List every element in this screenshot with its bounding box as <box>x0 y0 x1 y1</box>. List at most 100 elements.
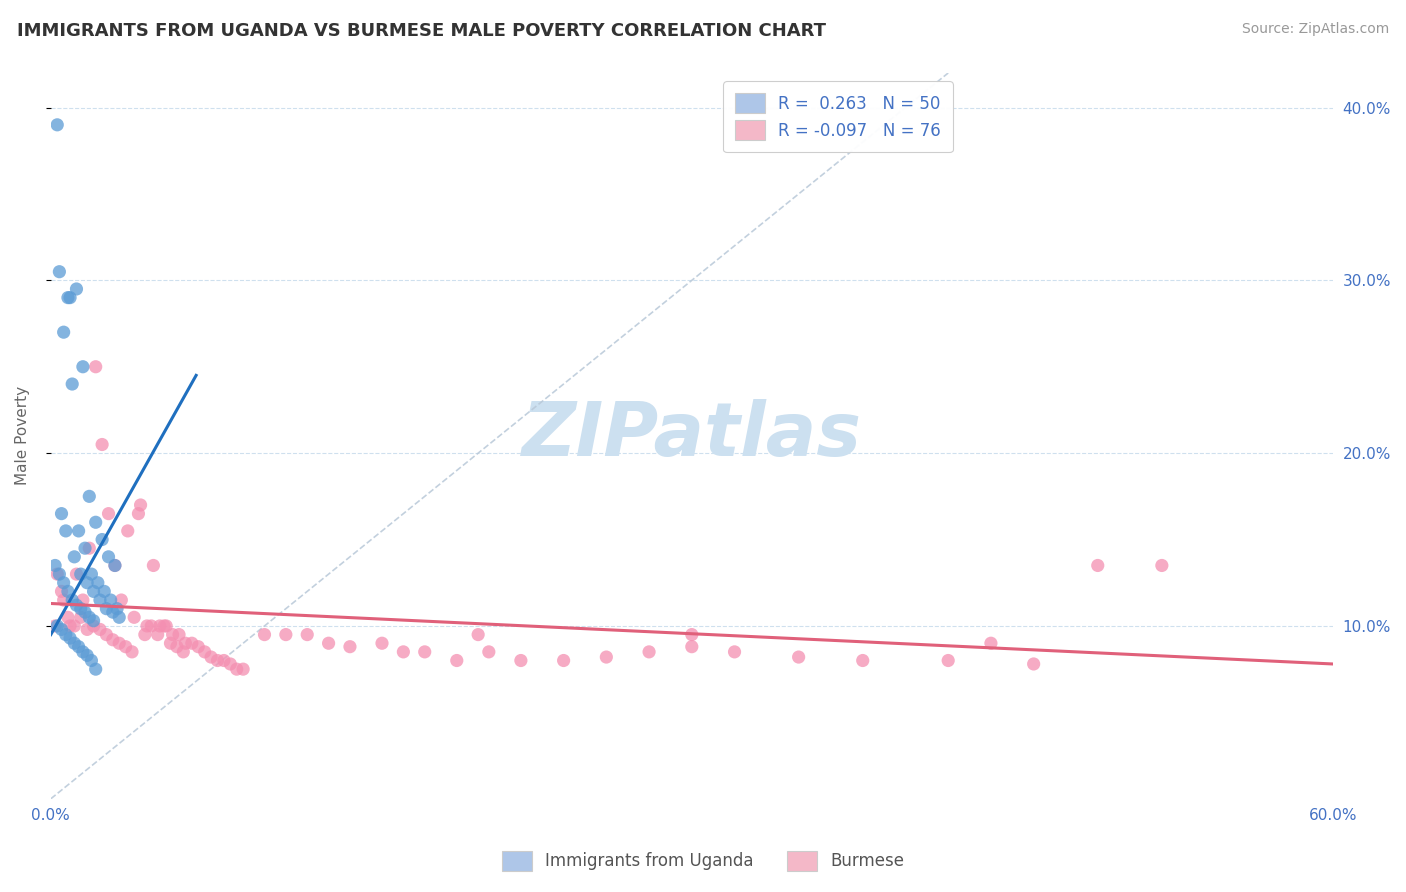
Point <box>121 645 143 659</box>
Point <box>1087 558 1109 573</box>
Point <box>59 619 82 633</box>
Point <box>162 627 184 641</box>
Point <box>44 558 66 573</box>
Point <box>72 359 94 374</box>
Point <box>980 636 1002 650</box>
Point <box>73 605 96 619</box>
Legend: Immigrants from Uganda, Burmese: Immigrants from Uganda, Burmese <box>494 842 912 880</box>
Point <box>83 584 105 599</box>
Point <box>136 619 159 633</box>
Point <box>76 575 98 590</box>
Point <box>155 619 177 633</box>
Point <box>65 282 87 296</box>
Point <box>84 359 107 374</box>
Point <box>174 636 197 650</box>
Point <box>46 118 69 132</box>
Point <box>69 567 91 582</box>
Point <box>63 619 86 633</box>
Point <box>153 619 176 633</box>
Point <box>87 575 110 590</box>
Point <box>89 593 111 607</box>
Point <box>65 567 87 582</box>
Point <box>509 653 531 667</box>
Point <box>100 593 122 607</box>
Point <box>52 325 75 339</box>
Point <box>83 614 105 628</box>
Point <box>48 265 70 279</box>
Point <box>80 653 103 667</box>
Point <box>105 601 128 615</box>
Text: IMMIGRANTS FROM UGANDA VS BURMESE MALE POVERTY CORRELATION CHART: IMMIGRANTS FROM UGANDA VS BURMESE MALE P… <box>17 22 825 40</box>
Point <box>96 627 118 641</box>
Point <box>101 605 124 619</box>
Point <box>44 619 66 633</box>
Point <box>79 610 101 624</box>
Point <box>274 627 297 641</box>
Point <box>108 636 131 650</box>
Point <box>318 636 340 650</box>
Point <box>180 636 202 650</box>
Point <box>253 627 276 641</box>
Point <box>392 645 415 659</box>
Point <box>723 645 745 659</box>
Point <box>681 640 703 654</box>
Point <box>413 645 436 659</box>
Y-axis label: Male Poverty: Male Poverty <box>15 386 30 485</box>
Point <box>167 627 190 641</box>
Point <box>104 558 127 573</box>
Point <box>207 653 229 667</box>
Point <box>52 575 75 590</box>
Point <box>141 619 163 633</box>
Point <box>69 601 91 615</box>
Point <box>595 650 617 665</box>
Point <box>56 584 79 599</box>
Point <box>69 610 91 624</box>
Point <box>91 437 114 451</box>
Point <box>97 549 120 564</box>
Point <box>166 640 188 654</box>
Point <box>63 549 86 564</box>
Point <box>172 645 194 659</box>
Point <box>60 593 83 607</box>
Point <box>51 623 73 637</box>
Point <box>67 640 90 654</box>
Point <box>56 291 79 305</box>
Point <box>83 619 105 633</box>
Point <box>72 593 94 607</box>
Point <box>110 593 132 607</box>
Point <box>681 627 703 641</box>
Point <box>478 645 501 659</box>
Point <box>114 640 136 654</box>
Point <box>852 653 875 667</box>
Legend: R =  0.263   N = 50, R = -0.097   N = 76: R = 0.263 N = 50, R = -0.097 N = 76 <box>723 81 953 152</box>
Point <box>76 648 98 663</box>
Point <box>638 645 661 659</box>
Point <box>93 584 115 599</box>
Point <box>65 598 87 612</box>
Point <box>371 636 394 650</box>
Point <box>60 377 83 392</box>
Point <box>553 653 575 667</box>
Point <box>48 567 70 582</box>
Point <box>73 541 96 556</box>
Point <box>117 524 139 538</box>
Point <box>134 627 156 641</box>
Point <box>46 619 69 633</box>
Point <box>72 645 94 659</box>
Point <box>142 558 165 573</box>
Point <box>1022 657 1045 671</box>
Point <box>101 632 124 647</box>
Point <box>63 636 86 650</box>
Point <box>80 567 103 582</box>
Point <box>149 619 172 633</box>
Point <box>59 291 82 305</box>
Point <box>232 662 254 676</box>
Point <box>91 533 114 547</box>
Point <box>46 567 69 582</box>
Point <box>129 498 152 512</box>
Point <box>122 610 145 624</box>
Point <box>127 507 149 521</box>
Text: Source: ZipAtlas.com: Source: ZipAtlas.com <box>1241 22 1389 37</box>
Point <box>79 489 101 503</box>
Point <box>1150 558 1173 573</box>
